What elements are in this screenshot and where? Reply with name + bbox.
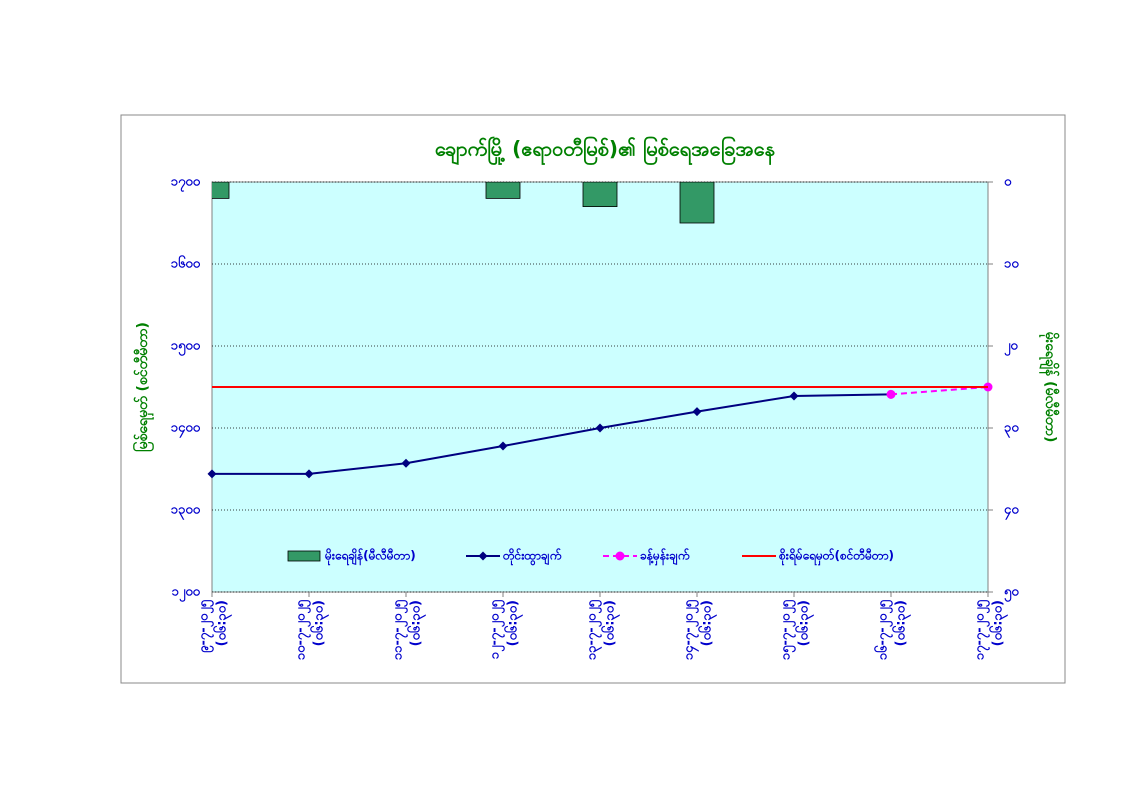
bar <box>582 182 618 208</box>
x-tick-label: ၁၂-၇-၂၀၂၅ <box>488 599 506 659</box>
x-tick-label: (၀၆:၃၀) <box>213 600 233 646</box>
x-tick-label: ၁၃-၇-၂၀၂၅ <box>585 599 603 660</box>
x-tick-label: (၀၆:၃၀) <box>989 600 1009 646</box>
x-tick-label: (၀၆:၃၀) <box>698 600 718 646</box>
x-tick-label: ၁၇-၇-၂၀၂၅ <box>973 599 991 660</box>
y2-tick-label: ၃၀ <box>1004 421 1019 439</box>
y-tick-label: ၁၄၀၀ <box>171 421 201 439</box>
legend-label: တိုင်းထွာချက် <box>502 547 562 567</box>
legend-swatch <box>287 550 321 562</box>
point-marker <box>401 458 411 468</box>
x-tick-label: (၀၆:၃၀) <box>892 600 912 646</box>
y-tick-label: ၁၇၀၀ <box>171 175 201 193</box>
y2-tick-label: ၁၀ <box>1004 257 1019 272</box>
x-tick-label: ၁၅-၇-၂၀၂၅ <box>779 599 797 660</box>
bar <box>679 182 715 224</box>
point-marker <box>304 469 314 479</box>
bar <box>212 182 230 199</box>
y2-tick-label: ၀ <box>1004 175 1012 190</box>
legend-label: စိုးရိမ်ရေမှတ်(စင်တီမီတာ) <box>778 547 894 567</box>
y2-tick-label: ၂၀ <box>1004 339 1018 357</box>
point-marker <box>595 423 605 433</box>
legend-label: ခန့်မှန်းချက် <box>640 547 690 567</box>
legend-marker <box>478 551 488 561</box>
legend-marker <box>615 551 625 561</box>
y2-tick-label: ၄၀ <box>1004 503 1019 521</box>
y-tick-label: ၁၂၀၀ <box>172 585 201 603</box>
legend-label: မိုးရေချိန်(မီလီမီတာ) <box>324 547 416 567</box>
point-marker <box>498 441 508 451</box>
point-marker <box>789 391 799 401</box>
line <box>890 386 989 396</box>
x-tick-label: ၁၀-၇-၂၀၂၅ <box>294 599 312 660</box>
x-tick-label: (၀၆:၃၀) <box>504 600 524 646</box>
y-tick-label: ၁၆၀၀ <box>171 255 201 272</box>
y-axis-title: မြစ်ရေမှတ် (စင်တီမီတာ) <box>133 322 154 452</box>
x-tick-label: (၀၆:၃၀) <box>407 600 427 646</box>
x-tick-label: ၁၄-၇-၂၀၂၅ <box>682 599 700 660</box>
bar <box>485 182 521 199</box>
y2-axis-title: မိုးရေချိန် (မီလီမီတာ) <box>1039 332 1059 443</box>
x-tick-label: ၁၁-၇-၂၀၂၅ <box>391 599 409 660</box>
y2-tick-label: ၅၀ <box>1004 585 1019 603</box>
x-tick-label: (၀၆:၃၀) <box>310 600 330 646</box>
y-tick-label: ၁၃၀၀ <box>171 503 201 521</box>
x-tick-label: ၁၆-၇-၂၀၂၅ <box>874 599 894 660</box>
point-marker <box>692 407 702 417</box>
point-marker <box>207 469 217 479</box>
x-tick-label: (၀၆:၃၀) <box>795 600 815 646</box>
point-marker <box>886 389 896 399</box>
x-tick-label: ၉-၇-၂၀၂၅ <box>197 599 215 653</box>
x-tick-label: (၀၆:၃၀) <box>601 600 621 646</box>
line <box>212 393 892 475</box>
y-tick-label: ၁၅၀၀ <box>171 339 201 357</box>
plot-layer <box>212 182 715 224</box>
